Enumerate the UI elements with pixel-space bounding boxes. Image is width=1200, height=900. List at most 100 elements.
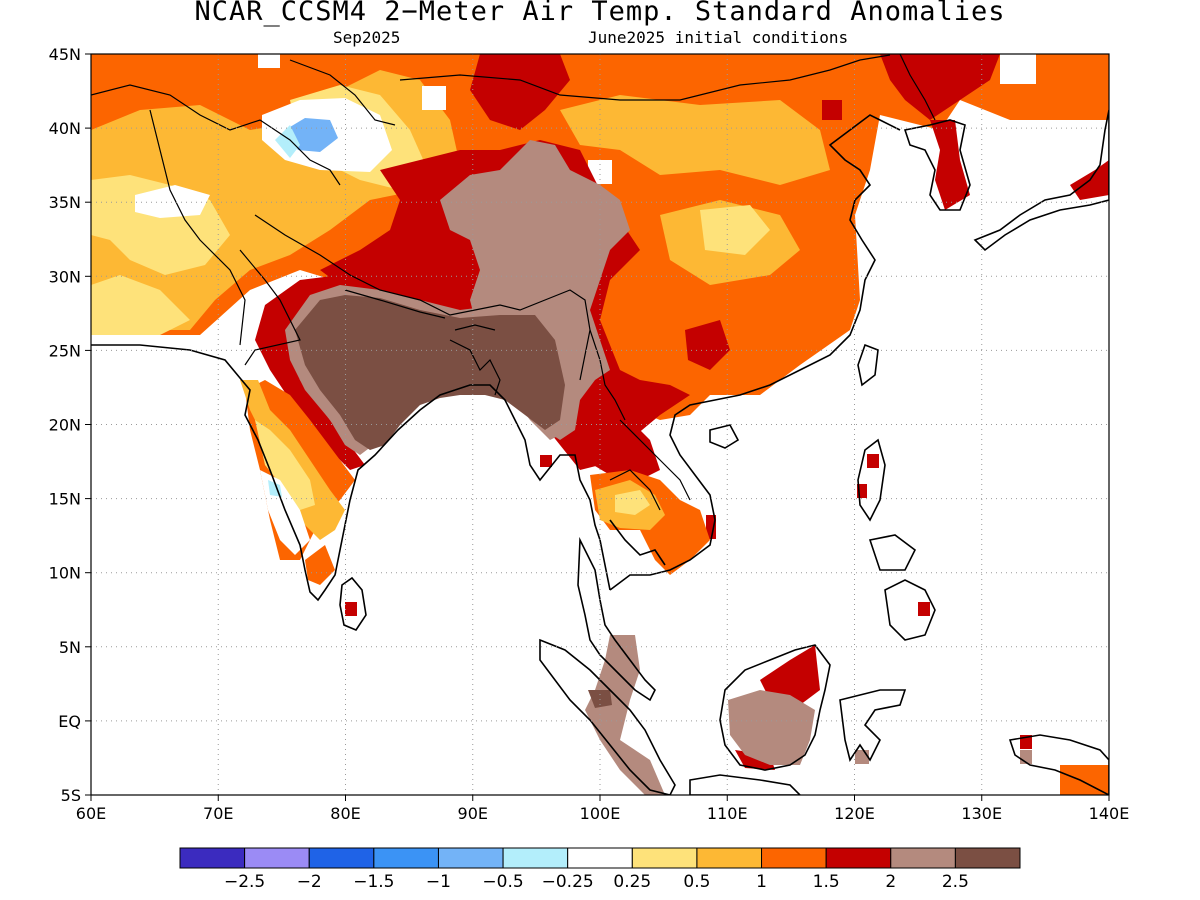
border-iran-afghan: [149, 109, 246, 346]
x-tick-label: 100E: [580, 804, 621, 823]
colorbar-label: −1: [426, 872, 451, 892]
colorbar-label: −0.25: [542, 872, 594, 892]
border-nepal: [344, 289, 446, 319]
colorbar-label: 1: [756, 872, 767, 892]
gulf-of-thailand: [609, 519, 666, 566]
dark-red-north: [470, 54, 570, 130]
colorbar-label: −2: [297, 872, 322, 892]
x-tick-label: 80E: [330, 804, 360, 823]
y-tick-label: 35N: [49, 193, 81, 212]
colorbar-swatch: [437, 847, 504, 869]
brown-sumatra: [585, 635, 665, 795]
x-tick-label: 60E: [76, 804, 106, 823]
malay-peninsula: [577, 536, 656, 702]
x-tick-label: 130E: [961, 804, 1002, 823]
pale-yellow-pakistan: [91, 275, 190, 335]
bengal-coastline: [454, 384, 611, 591]
border-himalaya: [254, 214, 591, 381]
y-tick-label: 20N: [49, 416, 81, 435]
y-tick-label: 15N: [49, 490, 81, 509]
colorbar-swatch: [631, 847, 698, 869]
colorbar-swatch: [373, 847, 439, 869]
dark-red-cell-d: [345, 602, 357, 616]
border-laos-vietnam: [619, 419, 691, 501]
white-iran: [135, 185, 210, 218]
colorbar-label: 2: [885, 872, 896, 892]
border-pakistan-india: [239, 249, 301, 366]
pale-yellow-china: [700, 205, 770, 255]
pale-yellow-thailand: [615, 490, 650, 515]
dark-red-northeast: [880, 54, 1000, 120]
mindanao: [884, 579, 936, 641]
border-bangladesh: [449, 339, 501, 396]
colorbar-label: 0.5: [683, 872, 710, 892]
dark-red-borneo: [760, 645, 820, 705]
new-guinea: [1008, 734, 1109, 795]
border-manchuria: [899, 54, 936, 121]
colorbar-label: 1.5: [813, 872, 840, 892]
dark-red-cell-h: [822, 100, 842, 120]
colorbar-swatch: [890, 847, 956, 869]
india-coastline: [91, 344, 456, 602]
dark-red-cell-c: [857, 484, 867, 498]
coastlines-and-borders: [91, 54, 1109, 795]
latitude-ticks: 45N 40N 35N 30N 25N 20N 15N 10N 5N EQ 5S: [49, 45, 91, 805]
longitude-ticks: 60E 70E 80E 90E 100E 110E 120E 130E 140E: [76, 795, 1129, 823]
colorbar-swatch: [761, 847, 827, 869]
java: [689, 774, 802, 795]
forecast-month: Sep2025: [333, 28, 401, 47]
brown-ganges-core: [295, 295, 565, 450]
colorbar-swatch: [825, 847, 892, 869]
colorbar-swatch: [179, 847, 246, 869]
visayas: [868, 534, 917, 571]
brown-borneo: [728, 690, 815, 765]
dark-red-cell-a: [540, 455, 552, 467]
luzon: [857, 438, 886, 522]
dark-red-korea: [930, 120, 970, 210]
x-tick-label: 110E: [707, 804, 748, 823]
colorbar-swatch: [502, 847, 569, 869]
y-tick-label: 45N: [49, 45, 81, 64]
x-tick-label: 120E: [834, 804, 875, 823]
x-tick-label: 70E: [203, 804, 233, 823]
colorbar-swatch: [567, 847, 633, 869]
y-tick-label: EQ: [58, 712, 81, 731]
colorbar-label: 0.25: [613, 872, 651, 892]
dark-red-cell-b: [867, 454, 879, 468]
pale-yellow-india: [255, 420, 315, 510]
taiwan: [857, 343, 879, 387]
border-mongolia: [399, 54, 891, 101]
border-thai-cambodia: [609, 469, 661, 511]
y-tick-label: 30N: [49, 267, 81, 286]
orange-new-guinea: [1060, 765, 1109, 795]
white-cell-c: [258, 54, 280, 68]
y-tick-label: 5N: [59, 638, 81, 657]
border-bhutan: [454, 324, 496, 331]
colorbar-label: −1.5: [353, 872, 394, 892]
korea: [903, 119, 971, 211]
hainan: [709, 424, 740, 449]
colorbar-label: −2.5: [224, 872, 265, 892]
dark-red-cell-e: [918, 602, 930, 616]
sulawesi: [839, 689, 907, 762]
colorbar-label: 2.5: [942, 872, 969, 892]
x-tick-label: 90E: [458, 804, 488, 823]
border-kazakh-china: [289, 59, 396, 126]
graticule: [91, 54, 1109, 795]
colorbar-swatch: [954, 847, 1021, 869]
y-tick-label: 5S: [61, 786, 81, 805]
colorbar-swatch: [696, 847, 763, 869]
initial-conditions: June2025 initial conditions: [588, 28, 849, 47]
white-cell-d: [1000, 54, 1036, 84]
pale-blue-spot: [275, 125, 300, 158]
white-cell-a: [422, 86, 446, 110]
colorbar-swatch: [308, 847, 375, 869]
japan: [973, 109, 1109, 252]
colorbar-swatch: [244, 847, 310, 869]
dark-red-cell-g: [706, 515, 716, 539]
sri-lanka: [339, 576, 367, 631]
y-tick-label: 10N: [49, 564, 81, 583]
colorbar: −2.5 −2 −1.5 −1 −0.5 −0.25 0.25 0.5 1 1.5 2 2.5: [179, 847, 1021, 892]
orange-india-south: [305, 545, 335, 585]
